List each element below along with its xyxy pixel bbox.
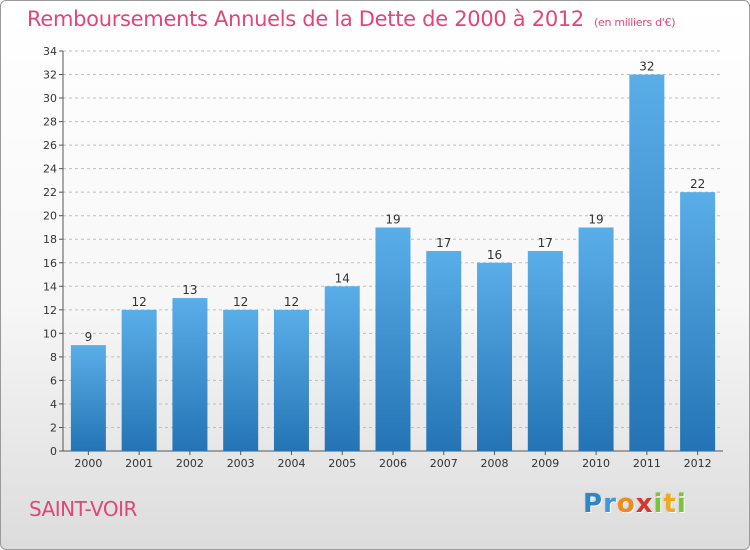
y-tick-label: 16 bbox=[43, 257, 57, 270]
logo-letter: i bbox=[676, 489, 687, 519]
logo-letter: o bbox=[616, 489, 636, 519]
x-tick-label: 2009 bbox=[531, 457, 559, 470]
y-tick-label: 10 bbox=[43, 327, 57, 340]
bar bbox=[527, 251, 563, 451]
x-tick-label: 2007 bbox=[430, 457, 458, 470]
y-tick-label: 26 bbox=[43, 139, 57, 152]
logo-letter: x bbox=[635, 489, 654, 519]
bar bbox=[223, 309, 259, 451]
bar-value-label: 19 bbox=[588, 212, 603, 226]
commune-name: SAINT-VOIR bbox=[29, 497, 137, 521]
chart-title: Remboursements Annuels de la Dette de 20… bbox=[27, 7, 675, 31]
logo-letter: i bbox=[653, 489, 664, 519]
bar-value-label: 12 bbox=[132, 295, 147, 309]
bar-value-label: 14 bbox=[335, 271, 350, 285]
bar bbox=[477, 262, 513, 451]
y-tick-label: 18 bbox=[43, 233, 57, 246]
bar-value-label: 17 bbox=[436, 236, 451, 250]
bar bbox=[680, 192, 716, 452]
bar-value-label: 22 bbox=[690, 177, 705, 191]
bar-value-label: 12 bbox=[284, 295, 299, 309]
x-tick-label: 2002 bbox=[176, 457, 204, 470]
y-tick-label: 32 bbox=[43, 69, 57, 82]
logo-letter: t bbox=[663, 489, 677, 519]
x-tick-label: 2005 bbox=[328, 457, 356, 470]
bars: 9 12 13 12 12 14 19 17 16 17 19 32 22 bbox=[70, 60, 716, 452]
bar-value-label: 32 bbox=[639, 60, 654, 74]
logo-letter: r bbox=[603, 489, 617, 519]
y-tick-label: 0 bbox=[50, 445, 57, 458]
x-tick-label: 2006 bbox=[379, 457, 407, 470]
chart-title-text: Remboursements Annuels de la Dette de 20… bbox=[27, 7, 584, 31]
chart-unit: (en milliers d'€) bbox=[594, 16, 676, 29]
y-tick-label: 28 bbox=[43, 116, 57, 129]
bar-value-label: 13 bbox=[182, 283, 197, 297]
y-tick-label: 22 bbox=[43, 186, 57, 199]
y-tick-label: 24 bbox=[43, 163, 57, 176]
bar-value-label: 16 bbox=[487, 248, 502, 262]
bar bbox=[426, 251, 462, 451]
proxiti-logo: Proxiti bbox=[583, 489, 687, 519]
y-tick-label: 14 bbox=[43, 280, 57, 293]
x-axis: 2000 2001 2002 2003 2004 2005 2006 2007 2008 2009… bbox=[74, 451, 712, 470]
y-tick-label: 8 bbox=[50, 351, 57, 364]
x-tick-label: 2004 bbox=[277, 457, 305, 470]
bar-value-label: 9 bbox=[85, 330, 93, 344]
y-tick-label: 6 bbox=[50, 374, 57, 387]
x-tick-label: 2012 bbox=[684, 457, 712, 470]
bar bbox=[578, 227, 614, 451]
y-tick-label: 20 bbox=[43, 210, 57, 223]
bar bbox=[172, 298, 208, 451]
y-tick-label: 12 bbox=[43, 304, 57, 317]
y-tick-label: 4 bbox=[50, 398, 57, 411]
x-tick-label: 2008 bbox=[481, 457, 509, 470]
bar-value-label: 19 bbox=[385, 212, 400, 226]
bar-value-label: 17 bbox=[538, 236, 553, 250]
x-tick-label: 2003 bbox=[227, 457, 255, 470]
y-tick-label: 2 bbox=[50, 421, 57, 434]
logo-letter: P bbox=[583, 489, 604, 519]
x-tick-label: 2011 bbox=[633, 457, 661, 470]
x-tick-label: 2000 bbox=[74, 457, 102, 470]
bar-value-label: 12 bbox=[233, 295, 248, 309]
bar bbox=[70, 345, 106, 451]
bar bbox=[375, 227, 411, 451]
x-tick-label: 2010 bbox=[582, 457, 610, 470]
x-tick-label: 2001 bbox=[125, 457, 153, 470]
bar bbox=[121, 309, 157, 451]
bar bbox=[629, 74, 665, 451]
bar bbox=[324, 286, 360, 451]
y-tick-label: 30 bbox=[43, 92, 57, 105]
y-tick-label: 34 bbox=[43, 45, 57, 58]
bar bbox=[273, 309, 309, 451]
